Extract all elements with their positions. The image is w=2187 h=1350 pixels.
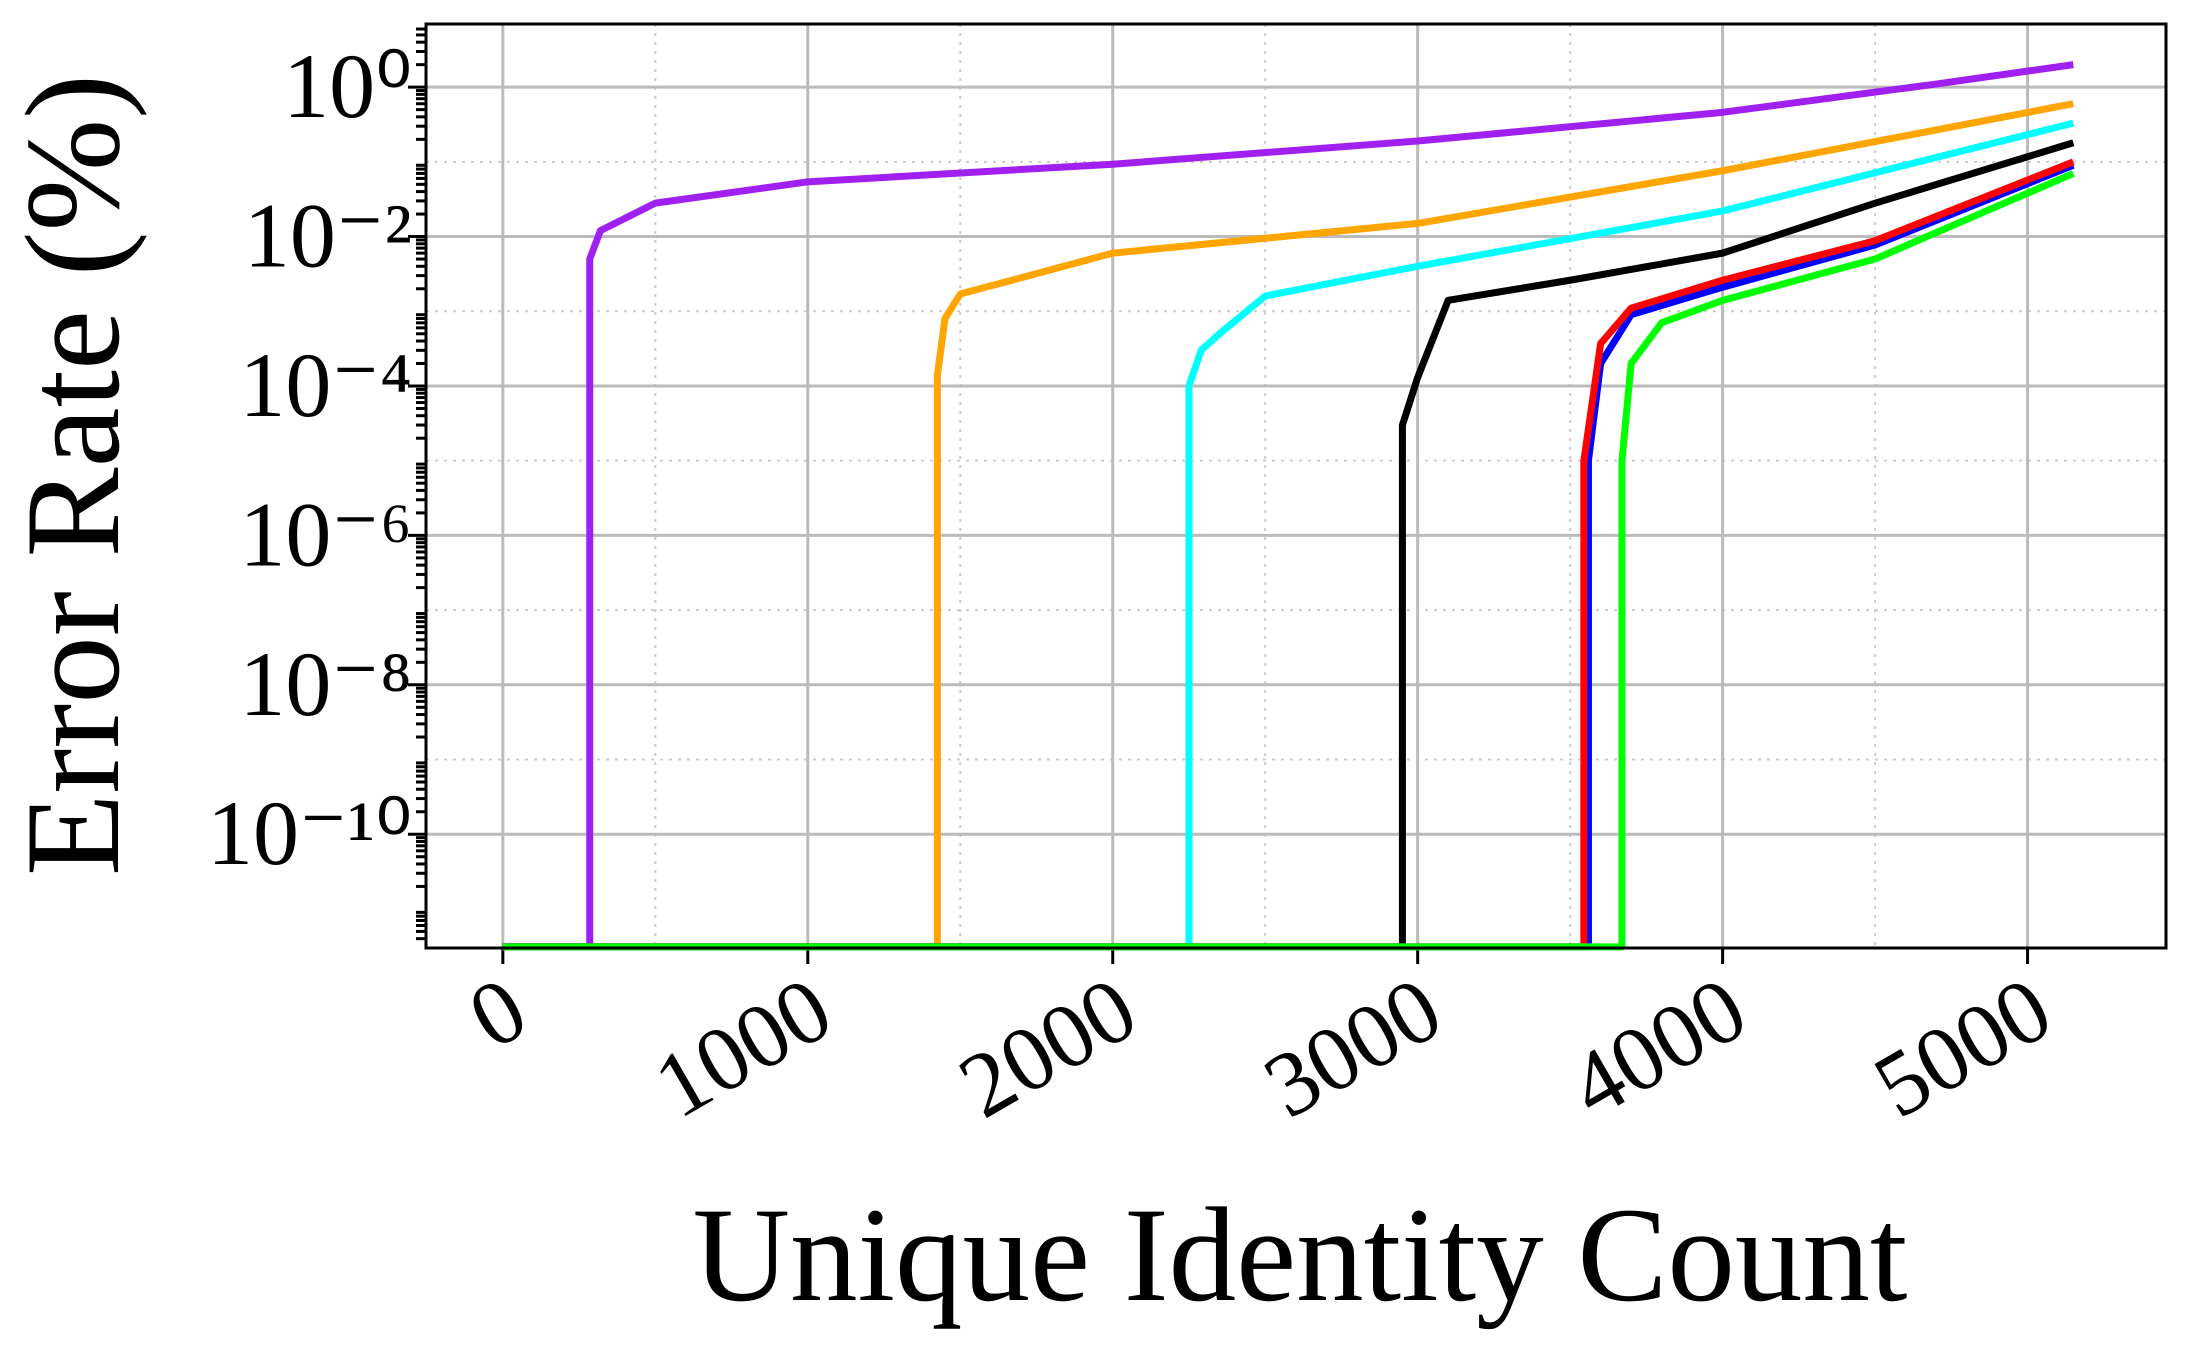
y-tick-label: 10⁰ xyxy=(283,35,412,137)
x-tick-label: 0 xyxy=(452,957,543,1068)
series-line xyxy=(502,162,2075,951)
x-tick-label: 4000 xyxy=(1552,957,1762,1137)
x-tick-label: 1000 xyxy=(637,957,847,1137)
y-tick-label: 10⁻⁸ xyxy=(239,633,412,735)
y-axis-label: Error Rate (%) xyxy=(0,74,148,876)
y-tick-label: 10⁻² xyxy=(244,185,412,287)
series-line xyxy=(502,100,2074,951)
x-tick-label: 5000 xyxy=(1857,957,2067,1137)
series-line xyxy=(502,119,2075,951)
series-line xyxy=(502,170,2075,951)
y-tick-label: 10⁻⁶ xyxy=(239,483,412,585)
x-tick-label: 3000 xyxy=(1247,957,1457,1137)
x-tick-label: 2000 xyxy=(942,957,1152,1137)
series-line xyxy=(502,158,2075,951)
x-axis-label: Unique Identity Count xyxy=(693,1181,1908,1330)
plot-frame xyxy=(424,22,2168,950)
series-line xyxy=(502,61,2074,951)
series-line xyxy=(502,139,2075,951)
y-tick-label: 10⁻⁴ xyxy=(239,334,412,436)
y-tick-label: 10⁻¹⁰ xyxy=(207,782,412,884)
